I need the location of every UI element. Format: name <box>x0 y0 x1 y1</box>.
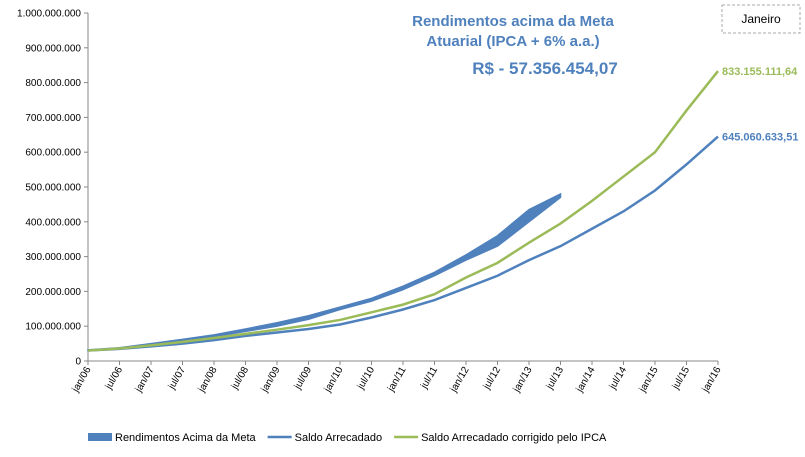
x-tick-label: jan/06 <box>70 365 94 395</box>
annotation: R$ - 57.356.454,07 <box>472 59 618 78</box>
x-tick-label: jan/09 <box>259 365 283 395</box>
y-tick-label: 100.000.000 <box>25 322 81 333</box>
y-tick-label: 700.000.000 <box>25 113 81 124</box>
x-tick-label: jan/07 <box>133 365 157 395</box>
value-label: 833.155.111,64 <box>722 66 798 78</box>
legend-swatch <box>88 433 112 441</box>
y-tick-label: 800.000.000 <box>25 78 81 89</box>
band-area <box>87 192 562 352</box>
y-tick-label: 500.000.000 <box>25 183 81 194</box>
legend-label: Rendimentos Acima da Meta <box>115 432 257 444</box>
y-tick-label: 900.000.000 <box>25 43 81 54</box>
x-tick-label: jul/09 <box>292 365 314 392</box>
x-tick-label: jul/13 <box>544 365 566 392</box>
x-tick-label: jan/11 <box>385 365 408 395</box>
x-tick-label: jul/07 <box>166 365 188 392</box>
value-label: 645.060.633,51 <box>722 132 798 144</box>
filter-box[interactable] <box>721 4 801 34</box>
line <box>87 135 719 352</box>
x-tick-label: jan/15 <box>637 365 661 395</box>
x-tick-label: jul/06 <box>103 365 125 392</box>
y-tick-label: 200.000.000 <box>25 287 81 298</box>
x-tick-label: jul/14 <box>607 365 629 392</box>
y-tick-label: 300.000.000 <box>25 252 81 263</box>
x-tick-label: jan/12 <box>448 365 472 395</box>
y-tick-label: 1.000.000.000 <box>17 9 81 20</box>
x-tick-label: jul/10 <box>355 365 377 392</box>
x-tick-label: jan/08 <box>196 365 220 395</box>
filter-label[interactable]: Janeiro <box>741 12 781 26</box>
y-tick-label: 400.000.000 <box>25 217 81 228</box>
legend-label: Saldo Arrecadado <box>295 432 382 444</box>
x-tick-label: jul/15 <box>670 365 692 392</box>
x-tick-label: jan/10 <box>322 365 346 395</box>
y-tick-label: 600.000.000 <box>25 148 81 159</box>
y-tick-label: 0 <box>75 357 81 368</box>
legend-label: Saldo Arrecadado corrigido pelo IPCA <box>421 432 607 444</box>
x-tick-label: jul/08 <box>229 365 251 392</box>
annotation: Rendimentos acima da Meta <box>412 13 614 30</box>
x-tick-label: jan/13 <box>511 365 535 395</box>
x-tick-label: jul/12 <box>481 365 503 392</box>
x-tick-label: jul/11 <box>418 365 440 392</box>
annotation: Atuarial (IPCA + 6% a.a.) <box>426 33 599 50</box>
x-tick-label: jan/14 <box>574 365 598 395</box>
line <box>87 70 719 352</box>
x-tick-label: jan/16 <box>700 365 724 395</box>
